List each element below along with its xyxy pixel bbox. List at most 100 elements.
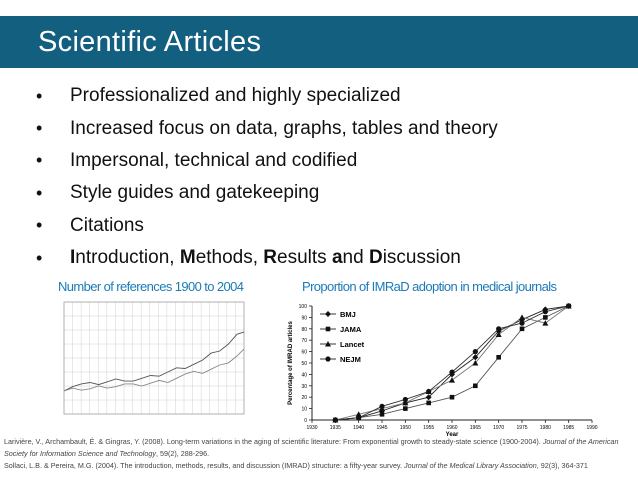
imrad-letter: R (263, 247, 278, 269)
imrad-rest: ethods, (195, 247, 264, 269)
y-axis-label: Percentage of IMRAD articles (288, 320, 294, 404)
data-point (519, 314, 525, 320)
data-point (403, 406, 408, 411)
imrad-rest: nd (342, 247, 369, 269)
y-tick-label: 70 (301, 338, 307, 344)
imrad-rest: iscussion (382, 247, 461, 269)
series-line (63, 331, 245, 392)
reference-text: Sollaci, L.B. & Pereira, M.G. (2004). Th… (4, 461, 404, 470)
x-tick-label: 1975 (516, 425, 527, 431)
left-chart-caption: Number of references 1900 to 2004 (58, 279, 244, 294)
reference-entry: Larivière, V., Archambault, É. & Gingras… (4, 436, 636, 460)
x-tick-label: 1945 (376, 425, 387, 431)
reference-entry: Sollaci, L.B. & Pereira, M.G. (2004). Th… (4, 460, 636, 472)
data-point (566, 303, 572, 309)
bullet-item: • Professionalized and highly specialized (36, 80, 498, 112)
data-point (379, 403, 385, 409)
data-point (402, 399, 409, 406)
references-chart (48, 294, 268, 430)
data-point (325, 311, 331, 317)
bullet-item: • Introduction, Methods, Results and Dis… (36, 242, 498, 274)
y-tick-label: 50 (301, 361, 307, 367)
y-tick-label: 30 (301, 384, 307, 390)
y-tick-label: 60 (301, 350, 307, 356)
data-point (496, 326, 502, 332)
bullet-marker: • (36, 215, 43, 236)
x-tick-label: 1930 (306, 425, 317, 431)
bullet-item: • Citations (36, 210, 498, 242)
series-line (63, 348, 245, 392)
bullet-list: • Professionalized and highly specialized… (36, 80, 498, 274)
data-point (356, 415, 362, 421)
series-line (335, 305, 569, 421)
y-tick-label: 90 (301, 315, 307, 321)
slide-title: Scientific Articles (38, 26, 262, 58)
series-group (332, 303, 572, 423)
data-point (449, 369, 455, 375)
right-chart-caption: Proportion of IMRaD adoption in medical … (302, 279, 557, 294)
title-bar: Scientific Articles (0, 16, 638, 68)
y-tick-label: 80 (301, 327, 307, 333)
reference-journal: Journal of the Medical Library Associati… (404, 461, 537, 470)
x-tick-label: 1990 (586, 425, 597, 431)
reference-tail: , 92(3), 364-371 (536, 461, 588, 470)
series-group (333, 303, 571, 423)
x-tick-label: 1985 (563, 425, 574, 431)
x-axis-label: Year (446, 432, 459, 436)
y-tick-label: 20 (301, 395, 307, 401)
imrad-chart: 0 10 20 30 40 50 60 70 80 90 100 1930 1935 1940 1945 19… (282, 298, 600, 436)
data-point (543, 315, 548, 320)
data-point (449, 377, 455, 383)
imrad-rest: esults (277, 247, 332, 269)
x-tick-label: 1935 (330, 425, 341, 431)
reference-text: Larivière, V., Archambault, É. & Gingras… (4, 437, 543, 446)
x-tick-label: 1940 (353, 425, 364, 431)
imrad-letter: I (70, 247, 76, 269)
x-tick-label: 1960 (446, 425, 457, 431)
bullet-item: • Style guides and gatekeeping (36, 177, 498, 209)
x-tick-label: 1955 (423, 425, 434, 431)
legend-label: JAMA (340, 325, 362, 334)
bullet-marker: • (36, 118, 43, 139)
data-point (472, 354, 479, 361)
bullet-marker: • (36, 150, 43, 171)
legend-label: NEJM (340, 355, 361, 364)
bullet-marker: • (36, 182, 43, 203)
data-point (402, 396, 408, 403)
series-group (332, 303, 572, 423)
data-point (426, 388, 432, 395)
y-tick-label: 10 (301, 407, 307, 413)
y-tick-label: 100 (299, 304, 308, 310)
data-point (519, 320, 525, 326)
data-point (355, 411, 362, 417)
y-tick-label: 40 (301, 372, 307, 378)
bullet-text: Citations (70, 214, 144, 236)
data-point (519, 326, 525, 332)
bullet-item: • Increased focus on data, graphs, tables… (36, 112, 498, 144)
plot-frame (63, 301, 245, 415)
legend-label: BMJ (340, 310, 356, 319)
x-tick-label: 1970 (493, 425, 504, 431)
data-point (542, 309, 548, 315)
data-point (542, 320, 549, 326)
data-point (325, 341, 331, 347)
data-point (495, 331, 502, 337)
imrad-letter: a (331, 247, 343, 269)
data-point (496, 355, 501, 360)
data-point (473, 383, 478, 389)
legend-label: Lancet (340, 340, 365, 349)
bullet-text: Professionalized and highly specialized (70, 85, 401, 107)
bullet-text: Impersonal, technical and codified (70, 149, 358, 171)
data-point (449, 394, 455, 400)
bullet-marker: • (36, 247, 43, 268)
bullet-marker: • (36, 85, 43, 106)
imrad-letter: M (179, 247, 196, 269)
bullet-item: • Impersonal, technical and codified (36, 145, 498, 177)
bullet-text: Style guides and gatekeeping (70, 182, 320, 204)
x-tick-label: 1965 (470, 425, 481, 431)
legend: BMJ JAMA Lancet NEJM (320, 310, 365, 364)
imrad-rest: ntroduction, (75, 247, 180, 269)
data-point (472, 360, 479, 366)
imrad-bullet-text: Introduction, Methods, Results and Discu… (70, 247, 461, 269)
references: Larivière, V., Archambault, É. & Gingras… (4, 436, 636, 472)
